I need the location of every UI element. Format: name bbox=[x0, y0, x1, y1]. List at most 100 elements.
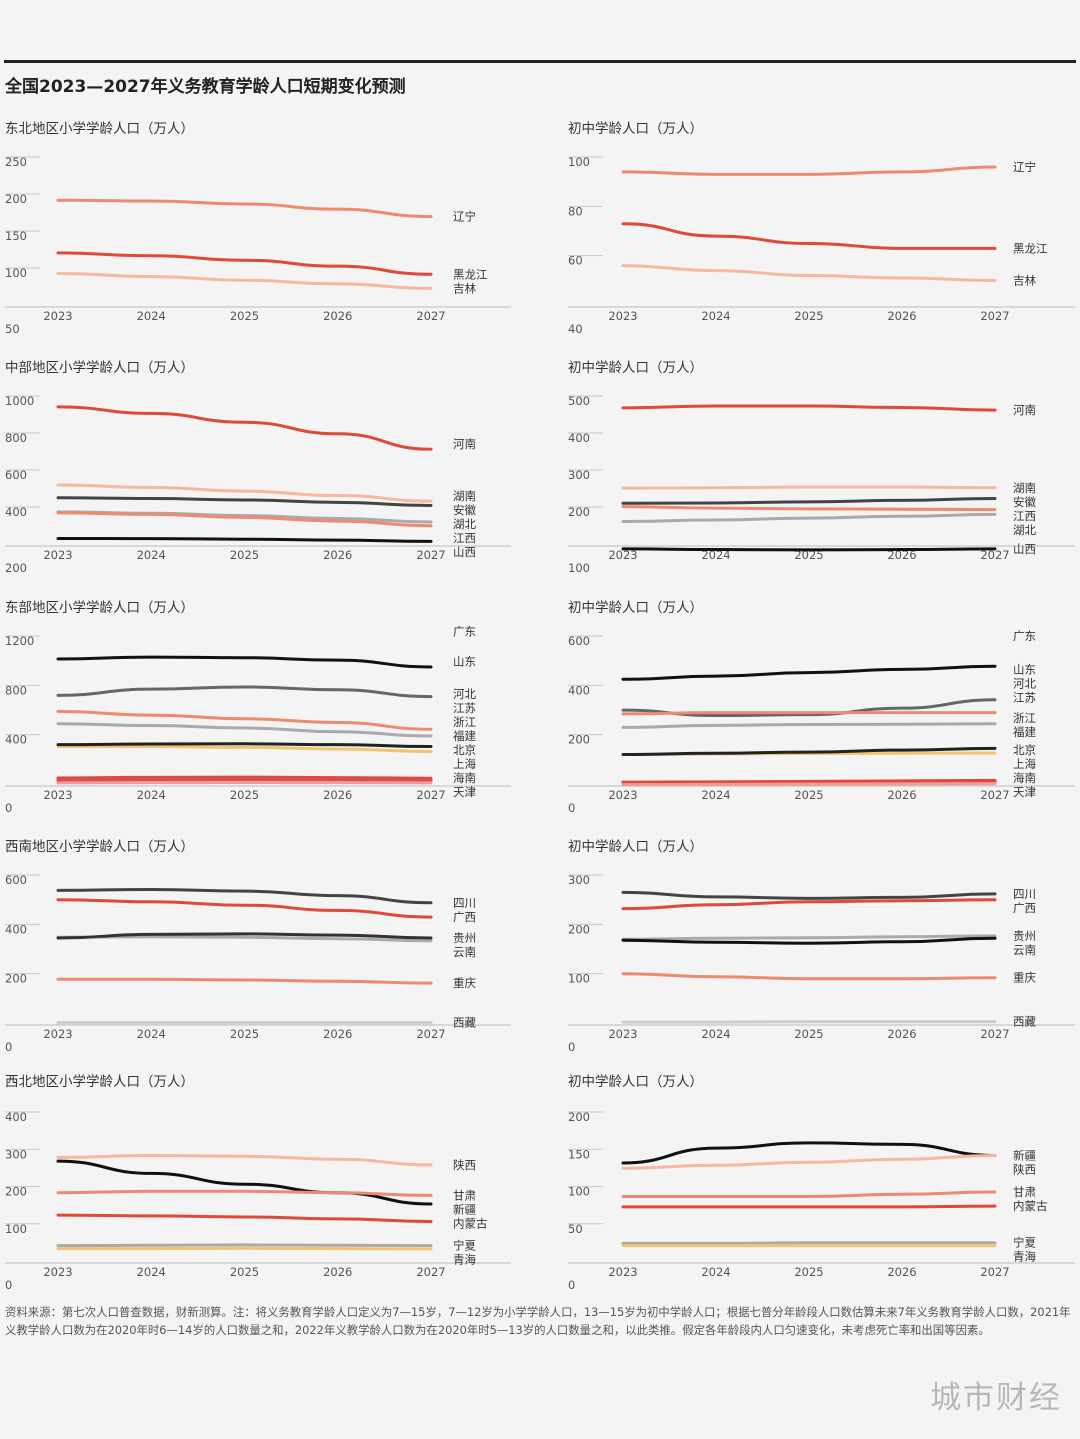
series-label: 山西 bbox=[453, 545, 476, 559]
x-tick-label: 2026 bbox=[323, 548, 352, 562]
y-tick-label: 150 bbox=[568, 1147, 590, 1161]
chart-northeast-primary: 东北地区小学学龄人口（万人） 50 100 150 200 250 2023 2024 2025… bbox=[0, 115, 540, 336]
series-label: 广西 bbox=[453, 910, 476, 924]
series-label: 西藏 bbox=[1013, 1015, 1036, 1029]
x-tick-label: 2027 bbox=[416, 788, 445, 802]
x-tick-label: 2026 bbox=[887, 788, 916, 802]
y-tick-label: 400 bbox=[568, 683, 590, 697]
series-label: 河北 bbox=[1013, 676, 1036, 690]
chart-east-junior: 初中学龄人口（万人） 0 200 400 600 2023 2024 2025 2026 2027… bbox=[563, 594, 1080, 815]
chart-svg: 西南地区小学学龄人口（万人） 0 200 400 600 2023 2024 2025 2026… bbox=[5, 839, 511, 1054]
x-tick-label: 2024 bbox=[137, 1027, 166, 1041]
series-label: 宁夏 bbox=[1013, 1236, 1036, 1250]
series-line-黑龙江 bbox=[621, 222, 997, 250]
x-tick-label: 2025 bbox=[794, 309, 823, 323]
series-line-吉林 bbox=[56, 272, 433, 290]
chart-central-primary: 中部地区小学学龄人口（万人） 200 400 600 800 1000 2023 2024 20… bbox=[0, 354, 540, 575]
series-line-北京 bbox=[56, 775, 433, 780]
chart-title: 初中学龄人口（万人） bbox=[568, 120, 703, 137]
series-label: 广东 bbox=[1013, 629, 1036, 643]
series-line-北京 bbox=[621, 778, 997, 784]
chart-svg: 初中学龄人口（万人） 0 100 200 300 2023 2024 2025 2026 2027… bbox=[568, 838, 1075, 1054]
series-label: 天津 bbox=[453, 785, 476, 799]
series-line-黑龙江 bbox=[56, 251, 433, 276]
x-tick-label: 2023 bbox=[608, 548, 637, 562]
series-label: 河南 bbox=[453, 437, 476, 451]
chart-svg: 初中学龄人口（万人） 0 50 100 150 200 2023 2024 2025 2026 20… bbox=[568, 1073, 1075, 1292]
y-tick-label: 200 bbox=[5, 192, 27, 206]
chart-svg: 初中学龄人口（万人） 40 60 80 100 2023 2024 2025 2026 2027 辽… bbox=[568, 120, 1075, 336]
series-line-辽宁 bbox=[621, 165, 997, 176]
series-label: 吉林 bbox=[1013, 273, 1036, 287]
x-tick-label: 2026 bbox=[887, 1027, 916, 1041]
x-tick-label: 2024 bbox=[137, 788, 166, 802]
x-tick-label: 2024 bbox=[137, 548, 166, 562]
series-label: 上海 bbox=[1013, 757, 1036, 771]
x-tick-label: 2027 bbox=[980, 548, 1009, 562]
y-tick-label: 0 bbox=[5, 1040, 12, 1054]
series-label: 江苏 bbox=[453, 701, 476, 715]
chart-title: 中部地区小学学龄人口（万人） bbox=[5, 360, 194, 376]
chart-central-junior: 初中学龄人口（万人） 100 200 300 400 500 2023 2024 2025 202… bbox=[563, 354, 1080, 575]
y-tick-label: 800 bbox=[5, 683, 27, 697]
series-line-广东 bbox=[56, 655, 433, 669]
x-tick-label: 2023 bbox=[608, 1265, 637, 1279]
y-tick-label: 400 bbox=[5, 733, 27, 747]
y-tick-label: 250 bbox=[5, 155, 27, 169]
series-line-天津 bbox=[621, 782, 997, 787]
y-tick-label: 200 bbox=[568, 733, 590, 747]
series-label: 江苏 bbox=[1013, 690, 1036, 704]
chart-east-primary: 东部地区小学学龄人口（万人） 0 400 800 1200 2023 2024 2025 202… bbox=[0, 594, 540, 815]
series-label: 贵州 bbox=[1013, 929, 1036, 943]
series-line-宁夏 bbox=[56, 1243, 433, 1248]
x-tick-label: 2024 bbox=[701, 309, 730, 323]
x-tick-label: 2027 bbox=[416, 309, 445, 323]
chart-title: 东北地区小学学龄人口（万人） bbox=[5, 121, 194, 137]
y-tick-label: 600 bbox=[5, 468, 27, 482]
chart-southwest-primary: 西南地区小学学龄人口（万人） 0 200 400 600 2023 2024 2025 2026… bbox=[0, 833, 540, 1054]
x-tick-label: 2023 bbox=[43, 1265, 72, 1279]
y-tick-label: 400 bbox=[5, 922, 27, 936]
chart-title: 西南地区小学学龄人口（万人） bbox=[5, 839, 194, 855]
series-label: 安徽 bbox=[1013, 495, 1036, 509]
series-label: 广东 bbox=[453, 625, 476, 639]
series-line-新疆 bbox=[621, 1141, 997, 1165]
series-line-湖南 bbox=[56, 483, 433, 503]
x-tick-label: 2025 bbox=[230, 1265, 259, 1279]
series-label: 陕西 bbox=[1013, 1163, 1036, 1177]
series-label: 安徽 bbox=[453, 503, 476, 517]
x-tick-label: 2024 bbox=[701, 1027, 730, 1041]
x-tick-label: 2025 bbox=[794, 1265, 823, 1279]
x-tick-label: 2026 bbox=[887, 309, 916, 323]
series-line-山东 bbox=[621, 698, 997, 718]
series-label: 海南 bbox=[1013, 771, 1036, 785]
series-label: 陕西 bbox=[453, 1158, 476, 1172]
chart-northwest-primary: 西北地区小学学龄人口（万人） 0 100 200 300 400 2023 2024 2025 2… bbox=[0, 1068, 540, 1292]
series-label: 江西 bbox=[453, 531, 476, 545]
series-label: 广西 bbox=[1013, 901, 1036, 915]
chart-svg: 西北地区小学学龄人口（万人） 0 100 200 300 400 2023 2024 2025 2… bbox=[5, 1074, 511, 1292]
chart-title: 初中学龄人口（万人） bbox=[568, 838, 703, 855]
x-tick-label: 2023 bbox=[608, 309, 637, 323]
y-tick-label: 0 bbox=[5, 801, 12, 815]
chart-northwest-junior: 初中学龄人口（万人） 0 50 100 150 200 2023 2024 2025 2026 20… bbox=[563, 1068, 1080, 1292]
series-label: 吉林 bbox=[453, 281, 476, 295]
y-tick-label: 80 bbox=[568, 204, 583, 218]
x-tick-label: 2025 bbox=[230, 309, 259, 323]
series-label: 重庆 bbox=[453, 976, 476, 990]
y-tick-label: 800 bbox=[5, 431, 27, 445]
chart-svg: 中部地区小学学龄人口（万人） 200 400 600 800 1000 2023 2024 20… bbox=[5, 360, 511, 575]
y-tick-label: 100 bbox=[568, 1185, 590, 1199]
series-label: 甘肃 bbox=[1013, 1185, 1036, 1199]
x-tick-label: 2024 bbox=[137, 1265, 166, 1279]
series-label: 山东 bbox=[1013, 662, 1036, 676]
chart-northeast-junior: 初中学龄人口（万人） 40 60 80 100 2023 2024 2025 2026 2027 辽… bbox=[563, 115, 1080, 336]
series-line-山西 bbox=[621, 547, 997, 552]
series-label: 辽宁 bbox=[453, 210, 476, 224]
x-tick-label: 2023 bbox=[608, 788, 637, 802]
series-line-河北 bbox=[56, 709, 433, 731]
series-label: 青海 bbox=[453, 1253, 476, 1267]
series-label: 云南 bbox=[453, 945, 476, 959]
series-label: 河北 bbox=[453, 687, 476, 701]
series-label: 海南 bbox=[453, 771, 476, 785]
